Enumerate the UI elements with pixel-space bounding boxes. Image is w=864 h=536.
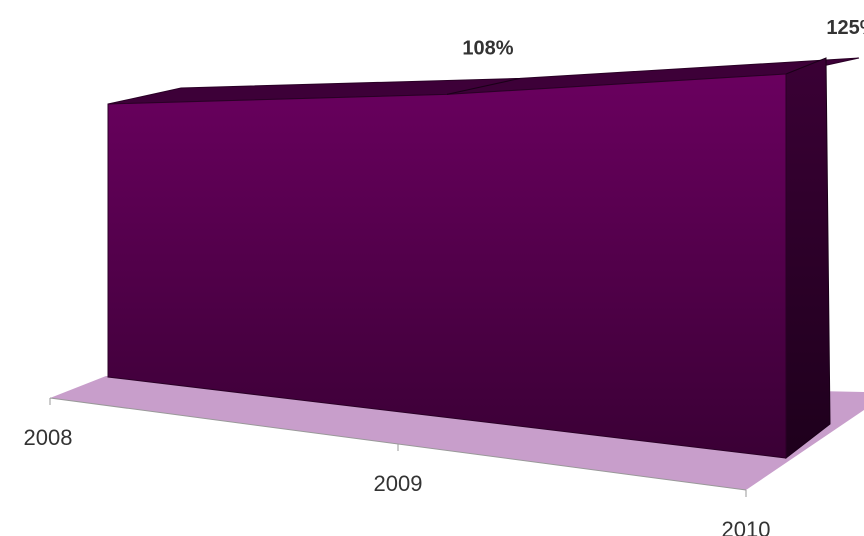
data-label: 125% bbox=[826, 17, 864, 39]
area-side-face bbox=[785, 57, 831, 460]
data-label: 108% bbox=[462, 37, 513, 59]
x-tick-label: 2010 bbox=[722, 517, 771, 536]
area-ridge-line bbox=[446, 77, 521, 95]
area-front-face bbox=[107, 73, 787, 459]
x-tick-label: 2008 bbox=[24, 425, 73, 450]
x-tick-label: 2009 bbox=[374, 471, 423, 496]
